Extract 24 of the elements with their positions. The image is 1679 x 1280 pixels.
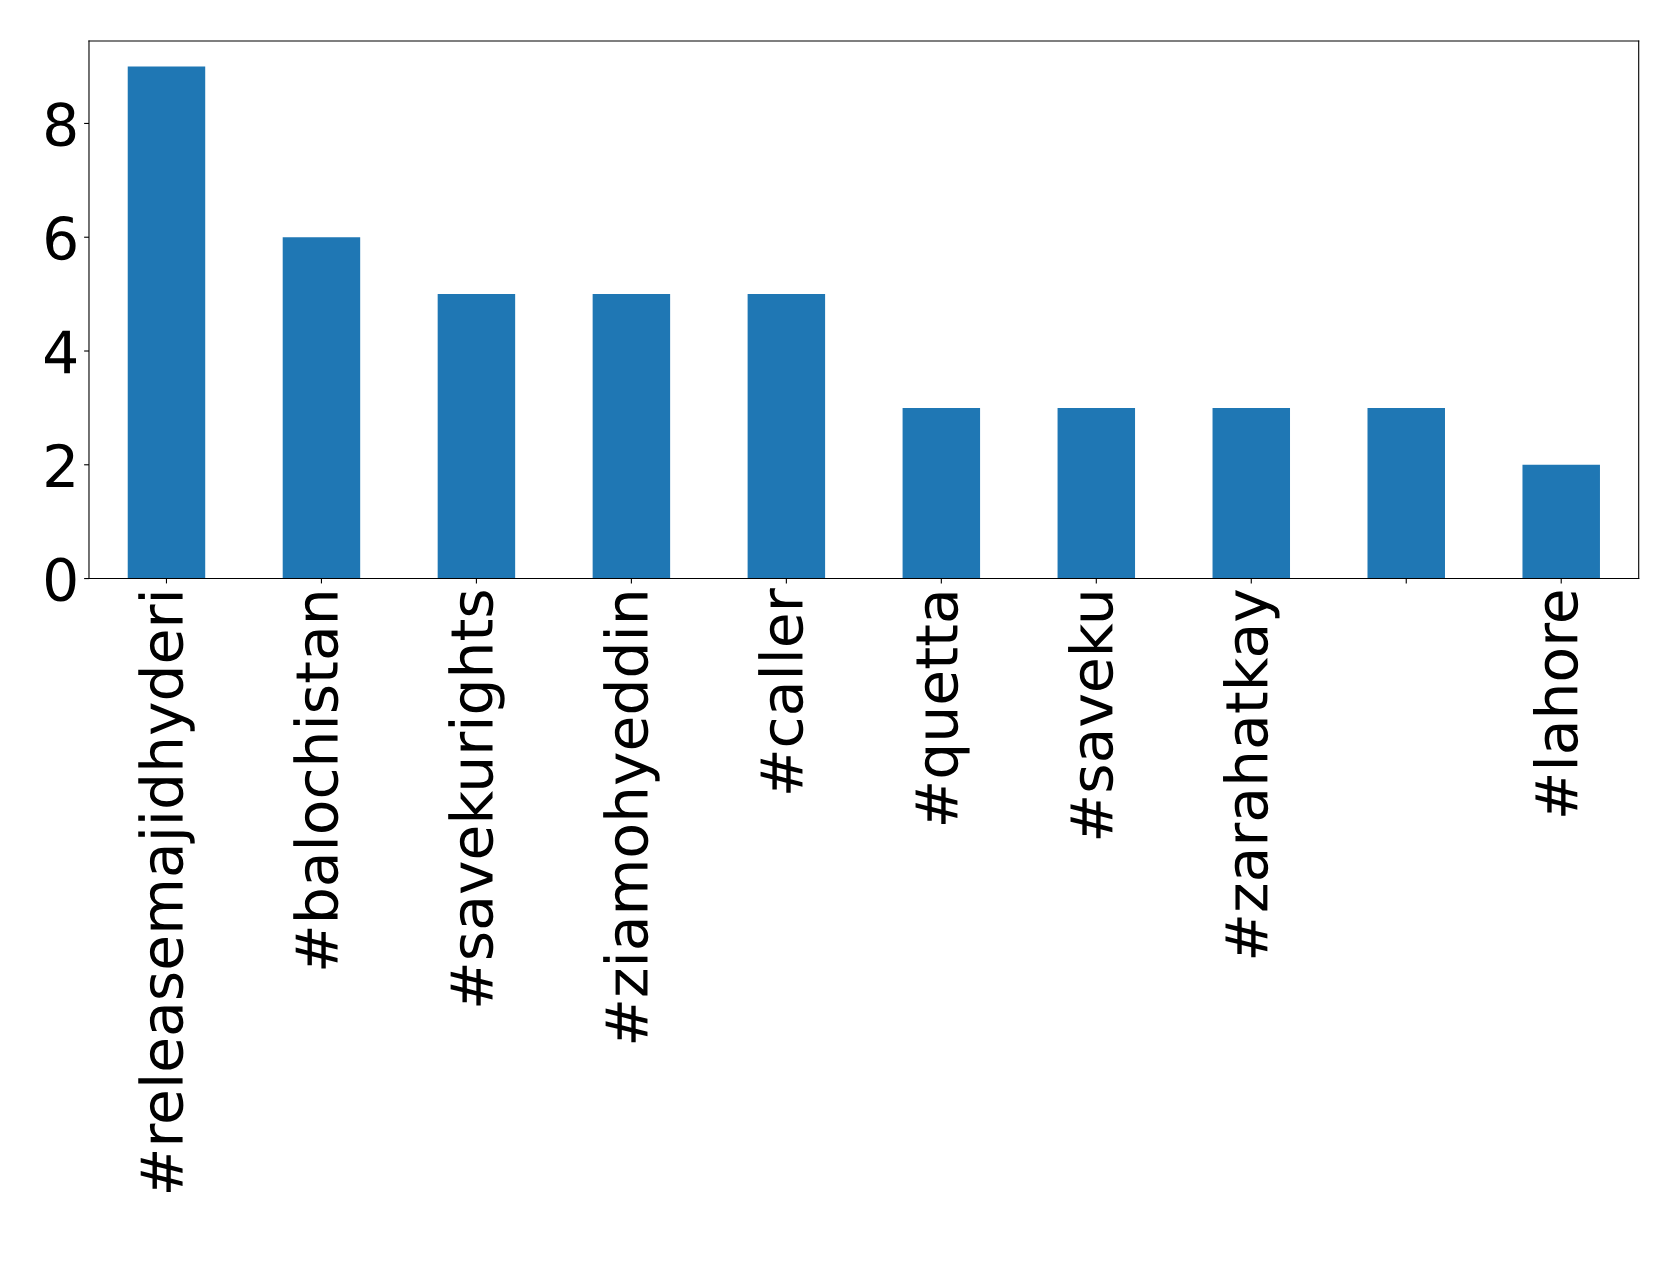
bar <box>902 407 981 579</box>
y-tick-label: 2 <box>46 443 74 487</box>
x-tick-label: #lahore <box>1532 591 1579 816</box>
x-tick-label: #zarahatkay <box>1223 590 1280 958</box>
y-tick-label: 0 <box>46 557 76 602</box>
x-tick-label: #caller <box>758 588 804 793</box>
x-tick-label: #saveku <box>1068 593 1114 839</box>
x-tick-label: #releasemajidhyderi <box>138 593 195 1192</box>
x-tick-label: #savekurights <box>448 591 505 1006</box>
bar <box>1057 407 1136 579</box>
bar <box>592 294 671 579</box>
bar <box>1212 407 1291 579</box>
bar <box>282 237 361 579</box>
y-tick-label: 6 <box>46 216 76 261</box>
x-tick-label: #balochistan <box>293 593 339 969</box>
y-tick-label: 4 <box>45 330 76 374</box>
bar <box>1522 464 1600 579</box>
x-tick-label: #ziamohyeddin <box>603 593 660 1043</box>
bar <box>437 294 516 579</box>
x-tick-label: #quetta <box>915 593 970 825</box>
bar <box>747 294 826 579</box>
y-tick-label: 8 <box>46 102 76 147</box>
bar <box>1367 407 1445 579</box>
bar <box>127 66 206 579</box>
